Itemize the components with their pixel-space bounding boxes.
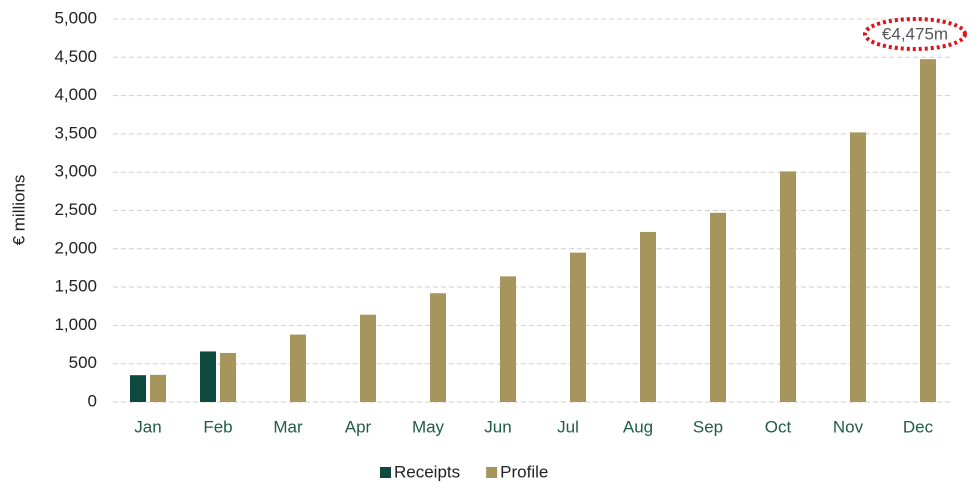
x-tick-label: Mar (273, 417, 303, 436)
bar (220, 352, 236, 402)
annotation-highlight (863, 17, 967, 51)
x-tick-label: Jul (557, 417, 579, 436)
x-tick-label: Jun (484, 417, 511, 436)
legend-label: Receipts (394, 462, 460, 481)
x-tick-label: Feb (203, 417, 232, 436)
annotation: €4,475m (882, 24, 948, 43)
bar (640, 231, 656, 402)
y-tick-label: 1,000 (54, 315, 97, 334)
y-tick-label: 4,000 (54, 85, 97, 104)
bar (200, 351, 216, 402)
y-tick-label: 4,500 (54, 47, 97, 66)
bar (430, 293, 446, 402)
y-axis-label: € millions (9, 175, 28, 246)
y-tick-label: 3,000 (54, 162, 97, 181)
y-tick-label: 2,500 (54, 200, 97, 219)
x-tick-label: Aug (623, 417, 653, 436)
x-tick-label: Apr (345, 417, 372, 436)
x-tick-label: Jan (134, 417, 161, 436)
y-tick-label: 5,000 (54, 8, 97, 27)
legend-swatch (380, 467, 391, 478)
x-tick-label: Sep (693, 417, 723, 436)
x-tick-label: May (412, 417, 445, 436)
x-tick-label: Dec (903, 417, 934, 436)
bar (850, 132, 866, 403)
x-tick-label: Oct (765, 417, 792, 436)
y-tick-label: 2,000 (54, 238, 97, 257)
bar (920, 59, 936, 403)
bar (130, 375, 146, 402)
bar (780, 171, 796, 402)
y-tick-label: 0 (88, 391, 97, 410)
legend-swatch (486, 467, 498, 478)
y-tick-label: 3,500 (54, 123, 97, 142)
legend-label: Profile (500, 462, 548, 481)
y-tick-label: 1,500 (54, 277, 97, 296)
bar (290, 334, 306, 402)
bar (570, 252, 586, 402)
y-tick-label: 500 (69, 353, 97, 372)
bar (360, 314, 376, 402)
bar (500, 276, 516, 402)
bar (710, 212, 726, 402)
bar (150, 374, 166, 402)
x-tick-label: Nov (833, 417, 864, 436)
